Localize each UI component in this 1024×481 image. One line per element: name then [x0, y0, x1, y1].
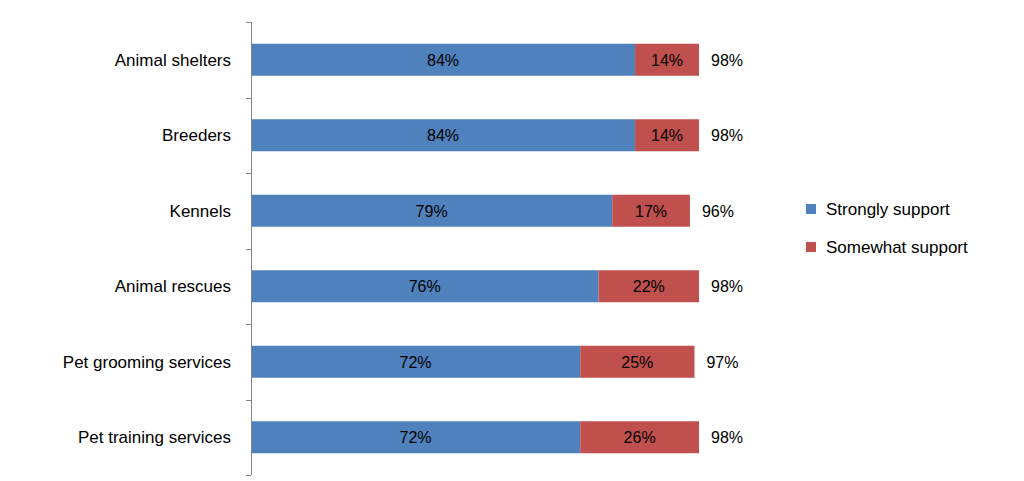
category-label: Animal shelters: [115, 51, 231, 70]
bar-segment: [598, 270, 699, 302]
data-label: 14%: [651, 52, 683, 69]
legend-label: Strongly support: [826, 200, 950, 219]
bar-segment: [580, 346, 694, 378]
category-tick: [246, 475, 251, 476]
total-label: 98%: [711, 429, 743, 446]
category-tick: [246, 324, 251, 325]
labels: Animal shelters 84% 14% 98% Breeders 84% 14% 98…: [63, 51, 743, 448]
bar-segment: [251, 119, 635, 151]
total-label: 98%: [711, 127, 743, 144]
bar-segment: [251, 44, 635, 76]
category-label: Animal rescues: [115, 277, 231, 296]
data-label: 14%: [651, 127, 683, 144]
data-label: 26%: [624, 429, 656, 446]
data-label: 84%: [427, 52, 459, 69]
bar-segment: [251, 421, 580, 453]
bar-segment: [251, 270, 598, 302]
bar-segment: [251, 195, 612, 227]
legend-swatch: [806, 242, 816, 252]
category-tick: [246, 98, 251, 99]
bar-segment: [251, 346, 580, 378]
category-tick: [246, 173, 251, 174]
data-label: 22%: [633, 278, 665, 295]
category-label: Kennels: [170, 202, 231, 221]
bar-segment: [612, 195, 690, 227]
data-label: 72%: [400, 429, 432, 446]
bar-segment: [635, 44, 699, 76]
total-label: 96%: [702, 203, 734, 220]
category-label: Pet grooming services: [63, 353, 231, 372]
bars: [251, 44, 699, 454]
category-label: Breeders: [162, 126, 231, 145]
data-label: 17%: [635, 203, 667, 220]
legend-label: Somewhat support: [826, 238, 968, 257]
bar-segment: [580, 421, 699, 453]
data-label: 79%: [416, 203, 448, 220]
legend-swatch: [806, 204, 816, 214]
category-label: Pet training services: [78, 428, 231, 447]
data-label: 25%: [621, 354, 653, 371]
data-label: 72%: [400, 354, 432, 371]
category-axis: [251, 22, 252, 475]
data-label: 84%: [427, 127, 459, 144]
data-label: 76%: [409, 278, 441, 295]
bar-segment: [635, 119, 699, 151]
chart: Animal shelters 84% 14% 98% Breeders 84% 14% 98…: [0, 0, 1024, 481]
total-label: 98%: [711, 278, 743, 295]
total-label: 98%: [711, 52, 743, 69]
legend: Strongly support Somewhat support: [806, 200, 968, 257]
category-tick: [246, 22, 251, 23]
category-tick: [246, 400, 251, 401]
total-label: 97%: [706, 354, 738, 371]
category-tick: [246, 249, 251, 250]
